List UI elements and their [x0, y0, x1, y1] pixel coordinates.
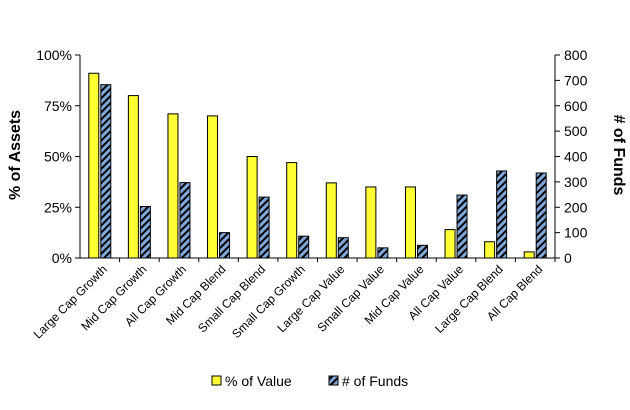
- legend-swatch-value: [211, 375, 222, 386]
- y-right-tick-label: 300: [564, 174, 588, 190]
- y-axis-left-title: % of Assets: [7, 110, 24, 200]
- bar-num-funds: [298, 235, 310, 259]
- y-right-tick-label: 700: [564, 72, 588, 88]
- legend-label-value: % of Value: [225, 373, 292, 389]
- bar-pct-value: [523, 251, 535, 259]
- y-axis-right-title: # of Funds: [610, 115, 627, 196]
- legend: % of Value # of Funds: [211, 373, 408, 389]
- x-tick-label: Large Cap Growth: [31, 262, 110, 341]
- bar-num-funds: [337, 237, 349, 259]
- bar-num-funds: [179, 182, 191, 259]
- bar-num-funds: [496, 170, 508, 259]
- x-tick-label: Small Cap Value: [315, 262, 388, 335]
- y-right-tick-label: 800: [564, 47, 588, 63]
- y-right-tick-label: 100: [564, 225, 588, 241]
- y-right-tick-label: 600: [564, 98, 588, 114]
- legend-swatch-funds: [328, 375, 339, 386]
- bar-num-funds: [219, 232, 231, 259]
- bar-num-funds: [377, 247, 389, 259]
- x-tick-label: Large Cap Blend: [432, 262, 506, 336]
- bar-num-funds: [535, 172, 547, 259]
- bar-num-funds: [456, 194, 468, 259]
- bar-pct-value: [404, 186, 416, 259]
- y-left-tick-label: 0%: [52, 250, 72, 266]
- y-right-tick-label: 0: [564, 250, 572, 266]
- bar-num-funds: [100, 84, 112, 259]
- y-right-tick-label: 400: [564, 149, 588, 165]
- bar-num-funds: [416, 244, 428, 259]
- y-left-tick-label: 25%: [44, 199, 72, 215]
- bar-pct-value: [444, 229, 456, 259]
- bar-pct-value: [325, 182, 337, 259]
- bar-pct-value: [167, 113, 179, 259]
- bar-num-funds: [139, 205, 151, 259]
- y-right-tick-label: 200: [564, 199, 588, 215]
- plot-area: 0% 25% 50% 75% 100% 0 100 200 300 400 500 600 700 800…: [31, 47, 588, 341]
- bar-pct-value: [246, 156, 258, 259]
- y-left-tick-label: 100%: [36, 47, 72, 63]
- x-tick-label: Small Cap Growth: [229, 262, 308, 341]
- bar-pct-value: [88, 72, 100, 259]
- x-tick-label: Small Cap Blend: [195, 262, 268, 335]
- bar-pct-value: [127, 95, 139, 259]
- bar-pct-value: [484, 241, 496, 259]
- bar-num-funds: [258, 196, 270, 259]
- y-right-tick-label: 500: [564, 123, 588, 139]
- y-left-tick-label: 50%: [44, 149, 72, 165]
- bar-pct-value: [207, 115, 219, 259]
- bar-pct-value: [365, 186, 377, 259]
- bar-pct-value: [286, 162, 298, 259]
- legend-label-funds: # of Funds: [342, 373, 408, 389]
- y-left-tick-label: 75%: [44, 98, 72, 114]
- x-tick-label: Large Cap Value: [274, 262, 347, 335]
